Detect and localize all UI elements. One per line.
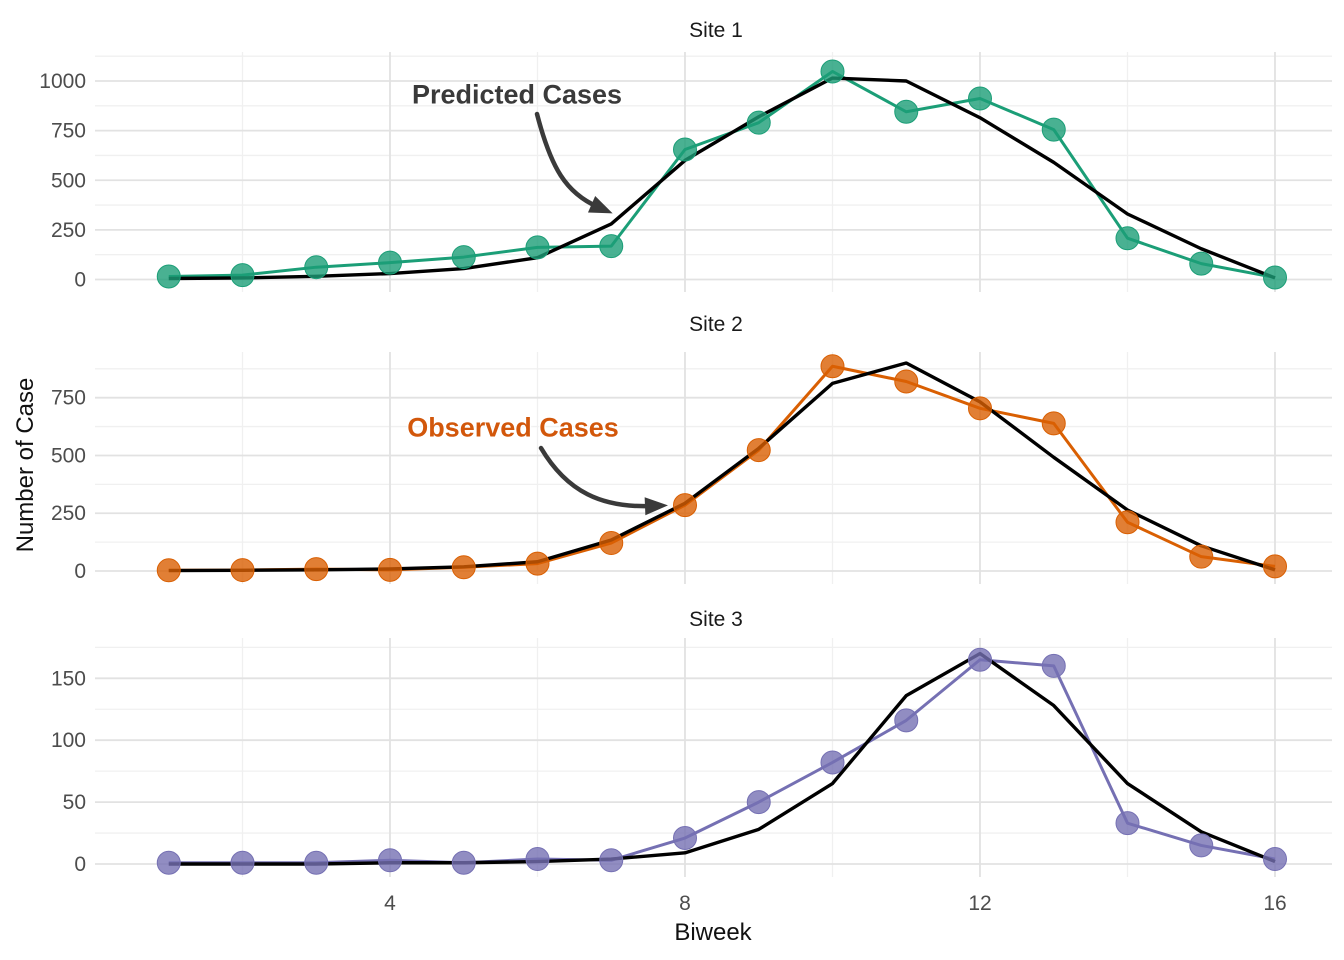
panel-grid-1 — [95, 52, 1332, 292]
panel-grid-2 — [95, 352, 1332, 584]
observed-point — [451, 850, 476, 875]
y-tick-label: 250 — [51, 502, 86, 525]
observed-point — [894, 99, 919, 124]
y-tick-label: 0 — [74, 269, 86, 292]
observed-point — [1263, 554, 1287, 579]
observed-point — [820, 354, 845, 379]
y-tick-label: 500 — [51, 169, 86, 192]
observed-point — [1115, 510, 1140, 535]
observed-point — [378, 848, 402, 873]
y-tick-label: 150 — [51, 667, 86, 690]
observed-point — [230, 263, 255, 288]
x-tick-label: 16 — [1263, 892, 1286, 915]
observed-point — [820, 59, 845, 84]
annotation-observed-cases: Observed Cases — [407, 412, 619, 443]
observed-point — [525, 551, 550, 576]
observed-point — [156, 264, 181, 289]
observed-point — [1189, 544, 1214, 569]
panel-grid-3 — [95, 638, 1332, 877]
observed-point — [894, 369, 919, 394]
observed-point — [894, 708, 919, 733]
x-tick-label: 12 — [968, 892, 991, 915]
y-tick-label: 50 — [63, 791, 86, 814]
observed-point — [673, 493, 697, 518]
y-tick-label: 100 — [51, 729, 86, 752]
observed-line-1 — [168, 69, 1276, 279]
observed-point — [1041, 653, 1066, 678]
observed-point — [746, 790, 771, 815]
y-tick-label: 0 — [74, 853, 86, 876]
predicted-line-3 — [168, 651, 1276, 866]
observed-point — [746, 110, 771, 135]
observed-point — [1041, 411, 1066, 436]
observed-point — [230, 850, 255, 875]
observed-point — [156, 558, 181, 583]
observed-point — [1115, 811, 1140, 836]
observed-point — [525, 847, 550, 872]
facet-title-site-2: Site 2 — [689, 313, 743, 336]
facet-title-site-1: Site 1 — [689, 19, 743, 42]
observed-point — [304, 255, 329, 280]
x-tick-label: 8 — [679, 892, 691, 915]
x-axis-title: Biweek — [674, 919, 752, 946]
observed-point — [599, 234, 624, 259]
observed-point — [673, 137, 697, 162]
facet-title-site-3: Site 3 — [689, 608, 743, 631]
observed-point — [968, 86, 992, 111]
observed-point — [156, 850, 181, 875]
observed-point — [451, 555, 476, 580]
observed-point — [525, 235, 550, 260]
annotation-arrow — [538, 445, 668, 516]
observed-point — [1189, 833, 1214, 858]
annotation-predicted-cases: Predicted Cases — [411, 79, 623, 110]
observed-point — [968, 647, 992, 672]
observed-point — [1041, 117, 1066, 142]
y-tick-label: 500 — [51, 444, 86, 467]
y-tick-label: 750 — [51, 387, 86, 410]
observed-point — [673, 826, 697, 851]
x-tick-label: 4 — [384, 892, 396, 915]
observed-point — [1263, 847, 1287, 872]
observed-point — [451, 245, 476, 270]
annotation-arrow — [534, 111, 613, 214]
observed-point — [968, 396, 992, 421]
observed-point — [820, 750, 845, 775]
y-tick-label: 1000 — [39, 70, 86, 93]
observed-point — [230, 558, 255, 583]
observed-point — [1189, 251, 1214, 276]
observed-point — [378, 557, 402, 582]
observed-point — [1263, 265, 1287, 290]
y-axis-title: Number of Case — [12, 377, 39, 553]
y-tick-label: 0 — [74, 560, 86, 583]
observed-point — [304, 557, 329, 582]
y-tick-label: 750 — [51, 120, 86, 143]
observed-point — [599, 531, 624, 556]
observed-point — [1115, 226, 1140, 251]
observed-point — [378, 250, 402, 275]
predicted-line-2 — [168, 361, 1276, 573]
y-tick-label: 250 — [51, 219, 86, 242]
observed-point — [304, 850, 329, 875]
predicted-line-1 — [168, 76, 1276, 281]
observed-line-3 — [168, 658, 1276, 865]
observed-point — [746, 438, 771, 463]
observed-point — [599, 848, 624, 873]
